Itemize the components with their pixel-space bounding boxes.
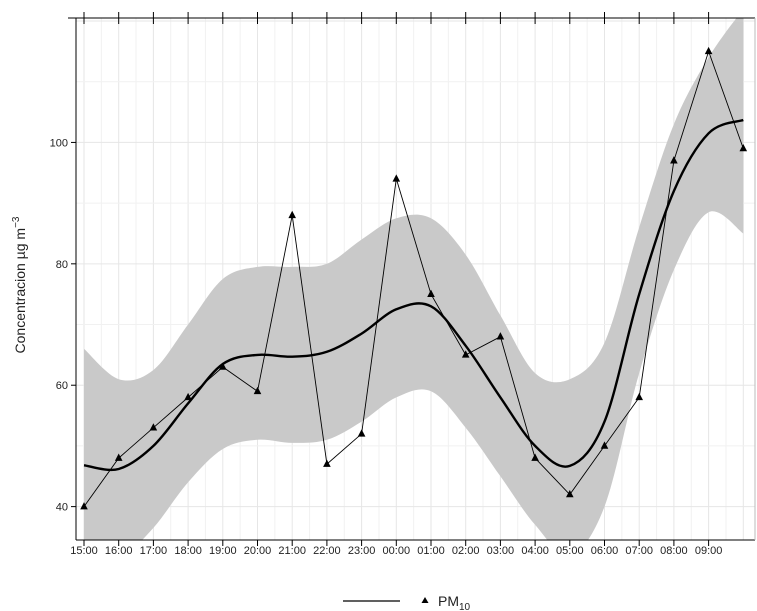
data-point-marker (219, 362, 227, 370)
data-point-marker (739, 144, 748, 152)
x-tick-label: 18:00 (174, 545, 202, 557)
x-tick-label: 16:00 (105, 545, 133, 557)
data-point-marker (253, 386, 262, 395)
x-tick-label: 22:00 (313, 545, 341, 557)
observed-line (83, 49, 744, 507)
x-tick-label: 15:00 (70, 545, 98, 557)
y-tick-label: 40 (56, 502, 68, 514)
x-tick-label: 21:00 (278, 545, 306, 557)
data-point-marker (600, 441, 609, 449)
data-point-marker (635, 392, 643, 401)
x-tick-label: 23:00 (348, 545, 376, 557)
data-point-marker (184, 392, 192, 401)
data-point-marker (288, 210, 296, 219)
x-tick-label: 04:00 (521, 545, 549, 557)
data-point-marker (323, 459, 331, 467)
series-lines (83, 49, 744, 507)
data-point-marker (357, 429, 366, 437)
axes (68, 12, 756, 546)
data-point-marker (114, 453, 123, 461)
legend: PM10 (343, 593, 471, 611)
x-tick-labels: 15:00 16:00 17:00 18:00 19:00 20:00 21:00 22:00… (70, 545, 722, 557)
data-point-marker (496, 332, 505, 340)
smooth-line (83, 118, 744, 472)
x-tick-label: 03:00 (487, 545, 515, 557)
x-tick-label: 06:00 (591, 545, 619, 557)
data-point-marker (704, 46, 713, 55)
x-tick-label: 05:00 (556, 545, 584, 557)
x-tick-label: 07:00 (625, 545, 653, 557)
y-tick-labels: 40 60 80 100 (50, 137, 68, 513)
data-point-marker (461, 350, 470, 358)
legend-triangle-marker (421, 597, 429, 603)
y-axis-title: Concentracion µg m−3 (11, 216, 28, 353)
y-tick-label: 100 (50, 137, 68, 149)
data-point-marker (531, 453, 539, 461)
data-point-marker (149, 423, 158, 431)
legend-label: PM10 (438, 593, 471, 611)
x-tick-label: 01:00 (417, 545, 445, 557)
x-tick-label: 09:00 (695, 545, 723, 557)
x-tick-label: 17:00 (140, 545, 168, 557)
x-tick-label: 00:00 (383, 545, 411, 557)
y-tick-label: 80 (56, 259, 68, 271)
data-markers (80, 46, 748, 510)
data-point-marker (670, 156, 678, 164)
confidence-band (84, 18, 744, 540)
data-point-marker (427, 289, 435, 297)
confidence-band-area (84, 18, 744, 540)
y-tick-label: 60 (56, 380, 68, 392)
data-point-marker (392, 174, 401, 182)
x-tick-label: 20:00 (244, 545, 272, 557)
data-point-marker (80, 502, 88, 510)
x-tick-label: 08:00 (660, 545, 688, 557)
data-point-marker (566, 489, 574, 498)
x-tick-label: 19:00 (209, 545, 237, 557)
x-tick-label: 02:00 (452, 545, 480, 557)
